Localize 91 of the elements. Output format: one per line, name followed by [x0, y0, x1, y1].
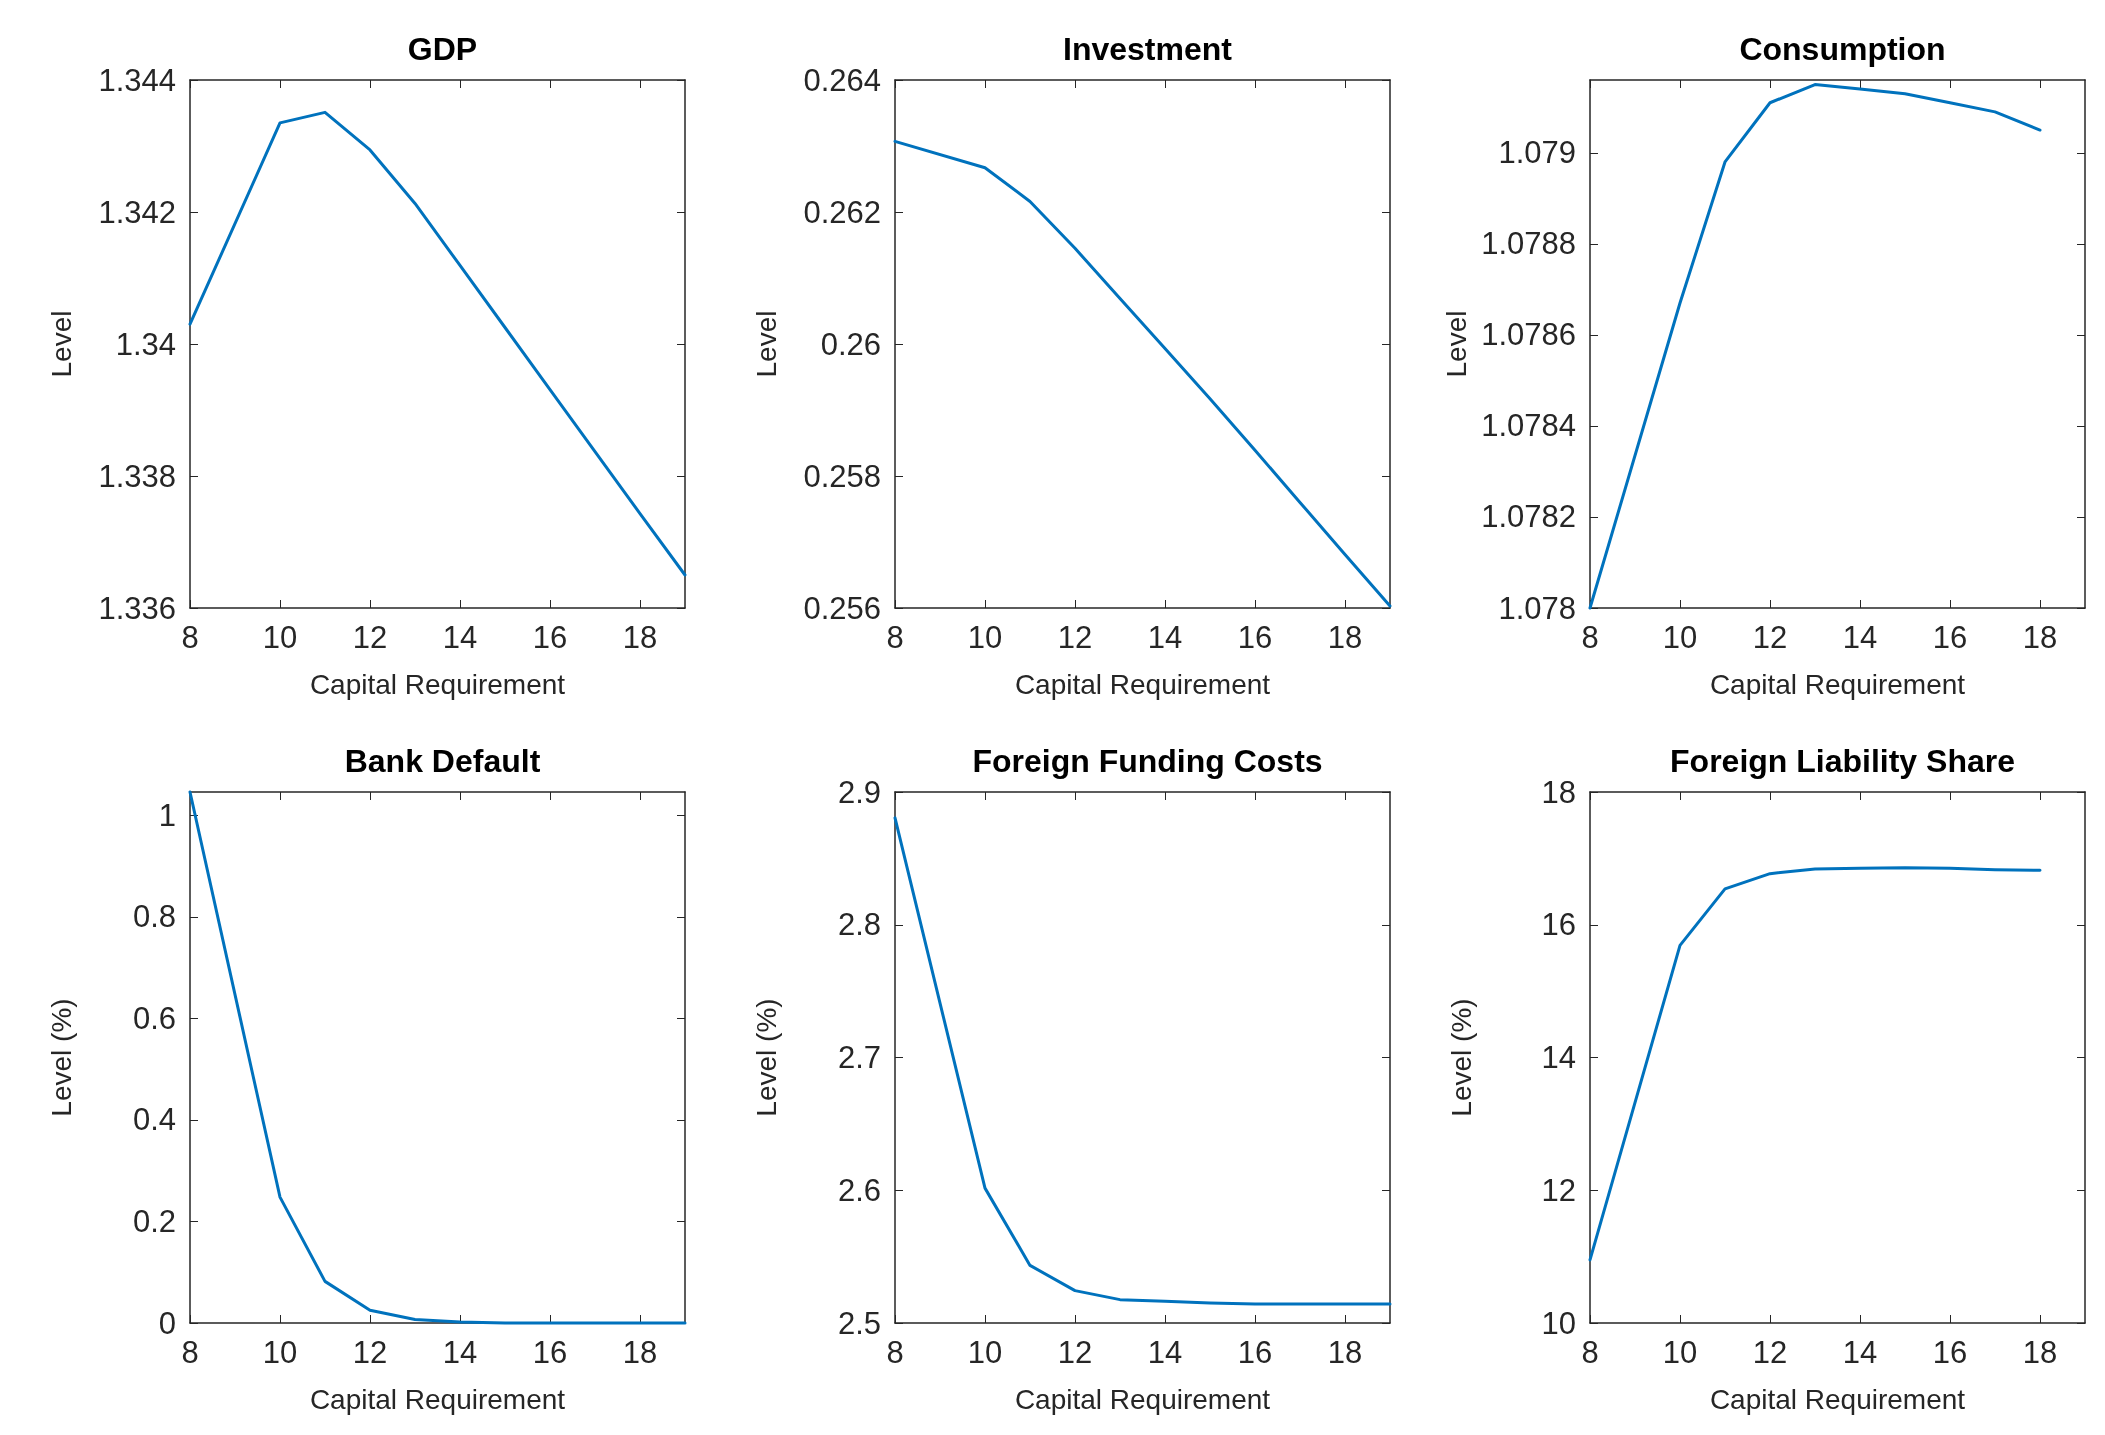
x-tick-label: 16: [532, 620, 568, 655]
y-axis-title: Level: [1440, 310, 1472, 378]
y-tick-label: 1.0782: [1481, 499, 1576, 535]
x-tick-label: 8: [886, 1335, 904, 1370]
x-tick-label: 10: [967, 620, 1003, 655]
y-tick-label: 2.9: [837, 774, 881, 810]
chart-title: Foreign Funding Costs: [972, 743, 1323, 779]
line-series: [1588, 866, 2042, 1262]
y-axis-title: Level: [45, 310, 77, 378]
y-tick-label: 2.6: [837, 1172, 881, 1208]
x-tick-label: 10: [262, 1335, 298, 1370]
x-tick-label: 14: [442, 1335, 478, 1370]
y-axis-title: Level (%): [45, 998, 77, 1117]
y-tick-label: 1.0784: [1481, 408, 1576, 444]
y-tick-label: 0.262: [803, 194, 881, 230]
x-tick-label: 8: [1581, 1335, 1599, 1370]
y-axis-title: Level (%): [1445, 998, 1477, 1117]
y-tick-label: 16: [1541, 907, 1576, 943]
x-tick-label: 16: [1932, 1335, 1968, 1370]
x-tick-label: 14: [1842, 620, 1878, 655]
x-tick-label: 8: [1581, 620, 1599, 655]
y-tick-label: 1.34: [115, 326, 176, 362]
y-axis-title: Level (%): [750, 998, 782, 1117]
x-axis-title: Capital Requirement: [1709, 668, 1966, 700]
x-tick-label: 12: [1752, 620, 1788, 655]
y-tick-label: 1.079: [1498, 135, 1576, 171]
x-tick-label: 18: [2022, 620, 2058, 655]
x-tick-label: 10: [967, 1335, 1003, 1370]
chart-title: Foreign Liability Share: [1670, 743, 2015, 779]
x-tick-label: 10: [1662, 1335, 1698, 1370]
y-tick-label: 1.0788: [1481, 226, 1576, 262]
x-tick-label: 18: [622, 620, 658, 655]
chart-title: GDP: [407, 31, 478, 67]
x-tick-label: 14: [1147, 1335, 1183, 1370]
x-tick-label: 8: [181, 620, 199, 655]
x-axis-title: Capital Requirement: [309, 668, 566, 700]
x-tick-label: 18: [622, 1335, 658, 1370]
line-series: [188, 790, 687, 1325]
x-tick-label: 18: [1327, 620, 1363, 655]
x-axis-title: Capital Requirement: [1709, 1383, 1966, 1415]
x-tick-label: 10: [262, 620, 298, 655]
x-tick-label: 12: [1057, 620, 1093, 655]
y-tick-label: 0.8: [132, 899, 176, 935]
y-tick-label: 2.5: [837, 1305, 881, 1341]
x-axis-title: Capital Requirement: [1014, 1383, 1271, 1415]
y-tick-label: 0.256: [803, 590, 881, 626]
x-tick-label: 16: [1237, 1335, 1273, 1370]
line-series: [1588, 83, 2042, 610]
y-tick-label: 10: [1541, 1305, 1576, 1341]
y-tick-label: 1.342: [98, 194, 176, 230]
x-tick-label: 16: [1932, 620, 1968, 655]
x-tick-label: 12: [1752, 1335, 1788, 1370]
chart-title: Bank Default: [344, 743, 541, 779]
y-axis-title: Level: [750, 310, 782, 378]
x-tick-label: 14: [1147, 620, 1183, 655]
y-tick-label: 1.0786: [1481, 317, 1576, 353]
x-tick-label: 14: [442, 620, 478, 655]
x-tick-label: 10: [1662, 620, 1698, 655]
line-series: [893, 816, 1392, 1306]
y-tick-label: 0.4: [132, 1102, 176, 1138]
chart-title: Investment: [1063, 31, 1233, 67]
y-tick-label: 1.078: [1498, 590, 1576, 626]
y-tick-label: 14: [1541, 1040, 1576, 1075]
y-tick-label: 12: [1541, 1172, 1576, 1208]
x-tick-label: 14: [1842, 1335, 1878, 1370]
x-axis-title: Capital Requirement: [1014, 668, 1271, 700]
y-tick-label: 0.26: [820, 326, 881, 362]
x-tick-label: 12: [352, 1335, 388, 1370]
y-tick-label: 0.2: [132, 1203, 176, 1239]
x-tick-label: 8: [181, 1335, 199, 1370]
y-tick-label: 1.344: [98, 62, 176, 98]
x-tick-label: 12: [352, 620, 388, 655]
x-tick-label: 18: [2022, 1335, 2058, 1370]
x-tick-label: 12: [1057, 1335, 1093, 1370]
chart-title: Consumption: [1739, 31, 1946, 67]
x-tick-label: 16: [532, 1335, 568, 1370]
y-tick-label: 2.7: [837, 1040, 881, 1075]
y-tick-label: 18: [1541, 774, 1576, 810]
x-tick-label: 8: [886, 620, 904, 655]
y-tick-label: 2.8: [837, 907, 881, 943]
y-tick-label: 0.6: [132, 1000, 176, 1036]
x-axis-title: Capital Requirement: [309, 1383, 566, 1415]
y-tick-label: 0.264: [803, 62, 881, 98]
line-series: [188, 110, 687, 577]
y-tick-label: 0: [158, 1305, 176, 1341]
x-tick-label: 16: [1237, 620, 1273, 655]
y-tick-label: 1.336: [98, 590, 176, 626]
x-tick-label: 18: [1327, 1335, 1363, 1370]
y-tick-label: 0.258: [803, 458, 881, 494]
y-tick-label: 1: [158, 797, 176, 833]
y-tick-label: 1.338: [98, 458, 176, 494]
